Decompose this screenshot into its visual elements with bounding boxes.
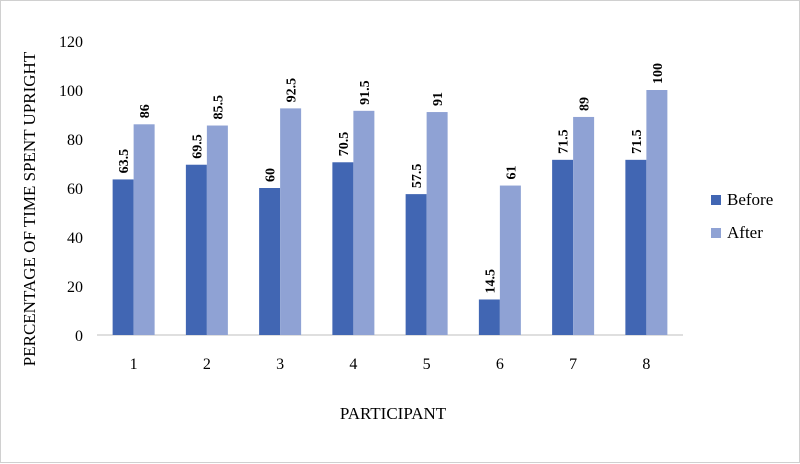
bar-after [573,116,595,335]
x-tick-label: 2 [203,356,211,373]
y-tick-label: 120 [59,34,83,51]
data-label: 89 [578,97,593,111]
bar-after [133,124,155,335]
data-label: 86 [138,104,153,118]
y-tick-label: 60 [67,181,83,198]
x-axis-ticks: 1 2 3 4 5 6 7 8 [130,356,651,373]
data-label: 70.5 [337,132,352,157]
y-tick-label: 80 [67,132,83,149]
y-tick-label: 20 [67,279,83,296]
data-label: 91 [431,92,446,106]
bar-after [280,108,302,335]
data-label: 71.5 [557,129,572,154]
x-tick-label: 1 [130,356,138,373]
x-tick-label: 3 [276,356,284,373]
y-tick-label: 0 [75,328,83,345]
bar-before [112,179,134,335]
bar-before [625,159,647,335]
x-tick-label: 6 [496,356,504,373]
bar-before [478,299,500,335]
bars [112,90,668,336]
x-axis-title: PARTICIPANT [340,404,447,423]
data-label: 100 [651,63,666,84]
legend-label-after: After [727,223,763,242]
data-label: 57.5 [410,164,425,189]
legend: Before After [711,190,773,242]
data-label: 14.5 [483,269,498,294]
bar-before [259,188,281,335]
bar-before [405,194,427,335]
bar-before [332,162,354,335]
data-label: 71.5 [630,129,645,154]
bar-after [646,90,668,335]
x-tick-label: 5 [423,356,431,373]
bar-after [206,125,228,336]
bar-after [353,110,375,335]
y-tick-label: 40 [67,230,83,247]
bar-after [426,112,448,335]
data-labels: 63.5 86 69.5 85.5 60 92.5 70.5 91.5 57.5 91 14.5 61… [117,63,666,293]
bar-before [552,159,574,335]
data-label: 92.5 [285,78,300,103]
data-label: 60 [264,168,279,182]
y-axis-title: PERCENTAGE OF TIME SPENT UPRIGHT [20,51,39,366]
legend-swatch-after [711,228,721,238]
x-tick-label: 7 [569,356,577,373]
data-label: 61 [504,166,519,180]
legend-label-before: Before [727,190,773,209]
data-label: 85.5 [211,95,226,120]
y-axis-ticks: 0 20 40 60 80 100 120 [59,34,83,345]
data-label: 63.5 [117,149,132,174]
x-tick-label: 4 [349,356,357,373]
x-tick-label: 8 [642,356,650,373]
bar-before [185,164,207,335]
data-label: 91.5 [358,80,373,105]
legend-swatch-before [711,195,721,205]
data-label: 69.5 [190,134,205,159]
bar-after [499,185,521,335]
y-tick-label: 100 [59,83,83,100]
